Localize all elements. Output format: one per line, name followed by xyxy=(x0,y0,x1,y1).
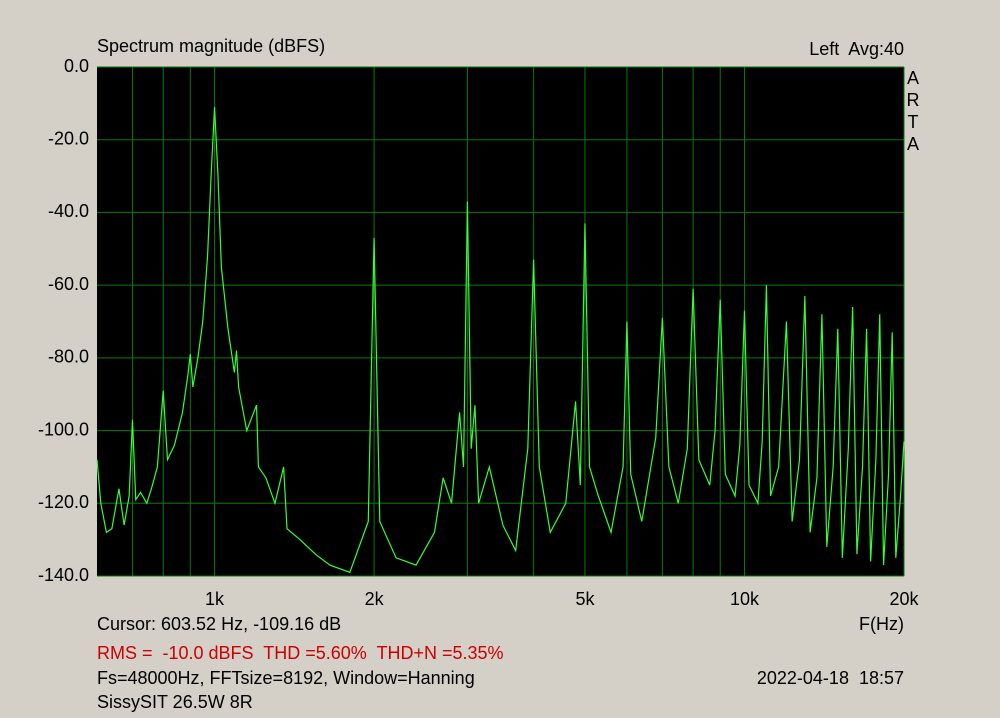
x-tick-label: 1k xyxy=(205,589,225,609)
spectrum-line xyxy=(96,106,905,574)
cursor-readout: Cursor: 603.52 Hz, -109.16 dB xyxy=(97,614,341,634)
plot-area xyxy=(97,67,904,576)
y-tick-label: -40.0 xyxy=(48,201,89,221)
channel-label: Left Avg:40 xyxy=(809,39,904,59)
timestamp: 2022-04-18 18:57 xyxy=(757,668,904,688)
watermark: ARTA xyxy=(906,68,920,154)
y-tick-label: -140.0 xyxy=(38,565,89,585)
x-tick-label: 2k xyxy=(365,589,385,609)
device: SissySIT 26.5W 8R xyxy=(97,692,253,712)
y-tick-label: -60.0 xyxy=(48,274,89,294)
y-tick-label: -120.0 xyxy=(38,492,89,512)
y-tick-label: 0.0 xyxy=(64,56,89,76)
chart-title: Spectrum magnitude (dBFS) xyxy=(97,36,325,56)
y-tick-label: -20.0 xyxy=(48,128,89,148)
x-axis-label: F(Hz) xyxy=(859,614,904,634)
y-tick-label: -80.0 xyxy=(48,347,89,367)
y-tick-label: -100.0 xyxy=(38,419,89,439)
x-tick-label: 5k xyxy=(575,589,595,609)
x-tick-label: 20k xyxy=(889,589,919,609)
measurements: RMS = -10.0 dBFS THD =5.60% THD+N =5.35% xyxy=(97,643,504,663)
settings: Fs=48000Hz, FFTsize=8192, Window=Hanning xyxy=(97,668,475,688)
x-tick-label: 10k xyxy=(730,589,760,609)
